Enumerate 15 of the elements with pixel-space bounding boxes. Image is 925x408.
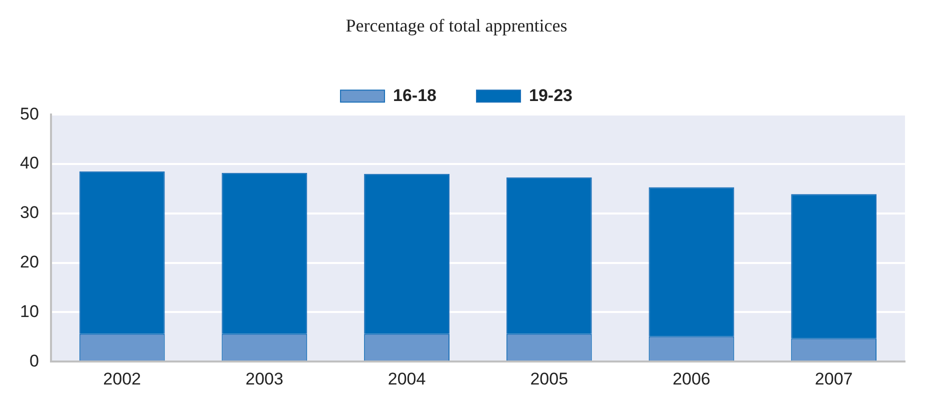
x-tick-label: 2002 [103,369,141,388]
y-tick-label: 0 [29,351,39,370]
chart-title: Percentage of total apprentices [346,16,568,36]
x-tick-label: 2006 [672,369,710,388]
y-tick-label: 10 [20,302,39,321]
x-tick-label: 2004 [388,369,426,388]
x-tick-label: 2005 [530,369,568,388]
x-tick-label: 2007 [814,369,853,388]
y-tick-label: 40 [20,154,39,173]
y-tick-label: 50 [20,104,39,124]
x-tick-label: 2003 [246,369,284,388]
y-tick-label: 30 [20,203,39,222]
legend-label: 16-18 [393,86,437,105]
y-tick-label: 20 [20,252,39,272]
legend-label: 19-23 [529,86,572,105]
